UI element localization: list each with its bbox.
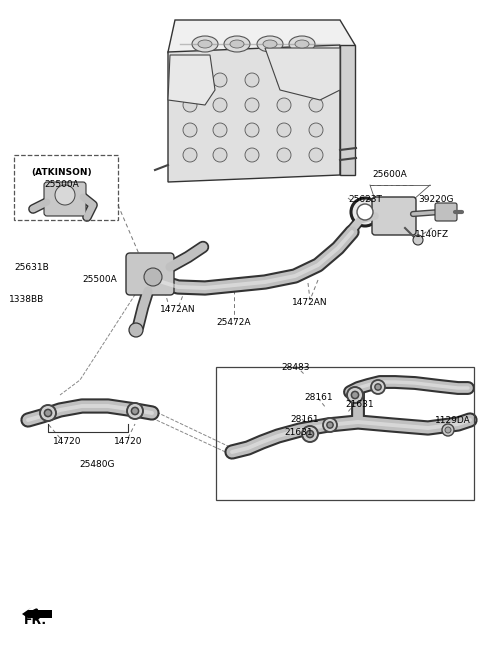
Text: 21631: 21631 <box>346 400 374 409</box>
Circle shape <box>309 148 323 162</box>
Circle shape <box>371 380 385 394</box>
Text: 28161: 28161 <box>291 415 319 424</box>
Circle shape <box>144 268 162 286</box>
Circle shape <box>442 424 454 436</box>
Text: 25500A: 25500A <box>83 275 118 284</box>
FancyBboxPatch shape <box>372 197 416 235</box>
Text: 25623T: 25623T <box>348 195 382 204</box>
Text: 1472AN: 1472AN <box>292 298 328 307</box>
Ellipse shape <box>224 36 250 52</box>
Polygon shape <box>22 607 52 621</box>
Text: 1129DA: 1129DA <box>435 416 471 425</box>
Text: 14720: 14720 <box>114 437 142 446</box>
Circle shape <box>445 427 451 433</box>
Text: 21631: 21631 <box>285 428 313 437</box>
Ellipse shape <box>198 40 212 48</box>
Circle shape <box>245 123 259 137</box>
Polygon shape <box>168 20 355 72</box>
Ellipse shape <box>289 36 315 52</box>
Circle shape <box>277 148 291 162</box>
Text: 1472AN: 1472AN <box>160 305 196 314</box>
Bar <box>216 367 474 500</box>
Circle shape <box>245 73 259 87</box>
Circle shape <box>277 98 291 112</box>
FancyBboxPatch shape <box>435 203 457 221</box>
Circle shape <box>309 73 323 87</box>
Text: 39220G: 39220G <box>418 195 454 204</box>
Text: 1338BB: 1338BB <box>10 295 45 304</box>
Text: 28161: 28161 <box>305 393 333 402</box>
Polygon shape <box>265 48 340 100</box>
Circle shape <box>302 426 318 442</box>
FancyBboxPatch shape <box>44 182 86 216</box>
Text: 14720: 14720 <box>53 437 81 446</box>
Text: FR.: FR. <box>24 614 47 627</box>
Circle shape <box>351 392 359 399</box>
Ellipse shape <box>230 40 244 48</box>
Circle shape <box>357 204 373 220</box>
Text: 25631B: 25631B <box>14 263 49 272</box>
Circle shape <box>183 123 197 137</box>
Text: 25500A: 25500A <box>45 180 79 189</box>
Circle shape <box>127 403 143 419</box>
Circle shape <box>183 73 197 87</box>
Circle shape <box>323 418 337 432</box>
Text: 25600A: 25600A <box>372 170 408 179</box>
Ellipse shape <box>257 36 283 52</box>
Circle shape <box>277 73 291 87</box>
Ellipse shape <box>295 40 309 48</box>
Text: 1140FZ: 1140FZ <box>415 230 449 239</box>
Circle shape <box>309 123 323 137</box>
Circle shape <box>306 430 313 438</box>
Circle shape <box>245 148 259 162</box>
Polygon shape <box>168 55 215 105</box>
Circle shape <box>44 409 52 417</box>
Circle shape <box>213 73 227 87</box>
Text: 25472A: 25472A <box>217 318 251 327</box>
Circle shape <box>309 98 323 112</box>
Ellipse shape <box>263 40 277 48</box>
Circle shape <box>213 123 227 137</box>
Text: 25480G: 25480G <box>79 460 115 469</box>
Ellipse shape <box>192 36 218 52</box>
Text: (ATKINSON): (ATKINSON) <box>32 168 92 177</box>
Circle shape <box>277 123 291 137</box>
Circle shape <box>129 323 143 337</box>
Circle shape <box>183 98 197 112</box>
Circle shape <box>55 185 75 205</box>
Circle shape <box>245 98 259 112</box>
Polygon shape <box>340 45 355 175</box>
Circle shape <box>413 235 423 245</box>
Circle shape <box>351 198 379 226</box>
Circle shape <box>347 387 363 403</box>
Circle shape <box>132 407 139 415</box>
Bar <box>14 155 118 220</box>
Circle shape <box>327 422 333 428</box>
Circle shape <box>213 148 227 162</box>
Circle shape <box>213 98 227 112</box>
Text: 28483: 28483 <box>282 363 310 372</box>
FancyBboxPatch shape <box>126 253 174 295</box>
Polygon shape <box>168 45 340 182</box>
Circle shape <box>375 384 381 390</box>
Circle shape <box>40 405 56 421</box>
Circle shape <box>183 148 197 162</box>
